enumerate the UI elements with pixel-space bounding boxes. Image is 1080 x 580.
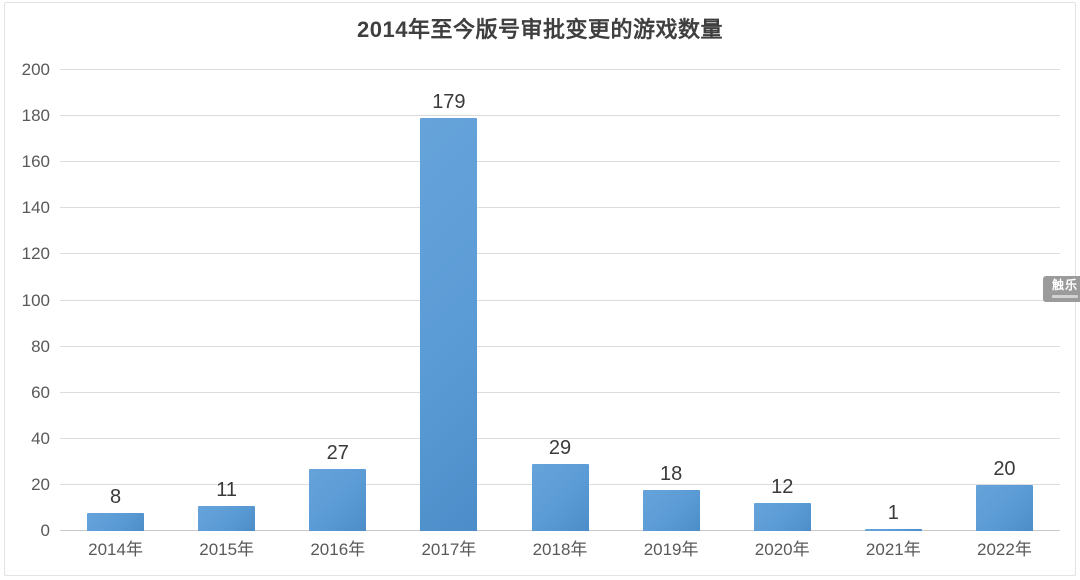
value-label-2016年: 27 [326,441,349,464]
value-label-2019年: 18 [659,462,683,485]
y-tick-label-120: 120 [21,244,50,264]
gridline-80 [60,345,1060,347]
bar-2015年 [198,505,256,531]
y-tick-label-60: 60 [31,382,50,402]
gridline-60 [60,391,1060,393]
chart-title: 2014年至今版号审批变更的游戏数量 [357,17,723,42]
y-tick-label-180: 180 [21,106,50,126]
x-tick-label-2015年: 2015年 [199,540,255,559]
x-tick-label-2018年: 2018年 [532,540,588,559]
gridline-160 [60,161,1060,163]
gridline-100 [60,299,1060,301]
bar-2022年 [975,484,1033,531]
watermark-label: 触乐 [1051,278,1078,292]
gridline-180 [60,115,1060,117]
gridline-140 [60,207,1060,209]
bar-2021年 [864,528,922,531]
plot-area: 8 11 27 179 29 18 12 1 20 [60,69,1060,531]
bar-2014年 [87,512,145,531]
gridline-40 [60,437,1060,439]
gridline-120 [60,253,1060,255]
bar-2016年 [309,468,367,531]
x-tick-label-2014年: 2014年 [88,540,143,559]
x-tick-label-2019年: 2019年 [643,540,699,559]
value-label-2020年: 12 [771,476,794,499]
x-tick-label-2020年: 2020年 [754,540,810,559]
x-tick-label-2022年: 2022年 [977,540,1032,559]
y-tick-label-100: 100 [21,290,50,310]
value-label-2014年: 8 [109,485,122,508]
gridline-200 [60,69,1060,70]
y-tick-label-160: 160 [21,152,50,172]
value-label-2021年: 1 [887,501,899,524]
y-tick-label-140: 140 [21,198,50,218]
x-tick-label-2021年: 2021年 [865,540,921,559]
value-label-2022年: 20 [993,457,1016,480]
y-tick-label-40: 40 [31,428,50,448]
bar-2018年 [531,464,589,531]
bar-2017年 [420,118,478,531]
value-label-2015年: 11 [216,478,238,501]
watermark-subline [1052,295,1078,298]
watermark-badge: 触乐 [1043,276,1080,302]
bar-2020年 [753,503,811,531]
x-tick-label-2017年: 2017年 [421,540,477,559]
y-tick-label-80: 80 [31,336,50,356]
y-tick-label-200: 200 [21,60,50,79]
y-tick-label-20: 20 [31,474,50,494]
value-label-2017年: 179 [432,91,466,114]
bar-2019年 [642,489,700,531]
y-tick-label-0: 0 [40,521,50,540]
value-label-2018年: 29 [548,437,572,460]
x-tick-label-2016年: 2016年 [310,540,366,559]
